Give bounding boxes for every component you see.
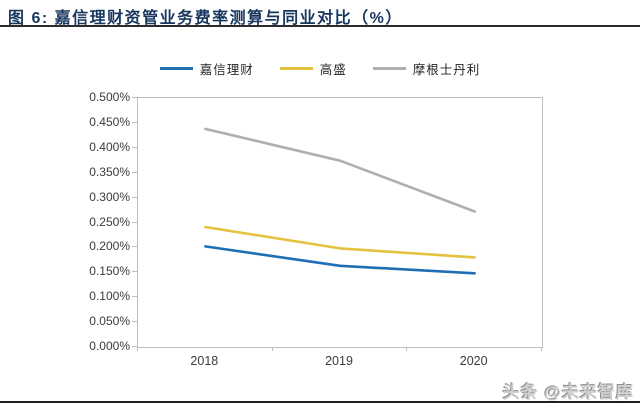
y-tick-mark <box>132 97 137 98</box>
y-tick-mark <box>132 296 137 298</box>
series-line-嘉信理财 <box>204 245 477 275</box>
bottom-divider <box>0 401 640 403</box>
legend-label-goldman: 高盛 <box>319 63 347 77</box>
y-tick-label: 0.450% <box>89 114 130 129</box>
series-line-摩根士丹利 <box>204 127 477 213</box>
watermark-text: 头条 @未来智库 <box>502 383 634 402</box>
x-tick-label: 2018 <box>190 354 219 368</box>
y-tick-mark <box>132 321 137 323</box>
y-tick-mark <box>132 196 137 198</box>
y-tick-label: 0.300% <box>89 189 130 204</box>
y-tick-label: 0.350% <box>89 164 130 179</box>
y-tick-mark <box>132 246 137 248</box>
y-tick-label: 0.100% <box>89 289 130 304</box>
legend-line-swatch-morgan-stanley <box>372 67 406 70</box>
y-tick-label: 0.050% <box>89 314 130 329</box>
y-tick-mark <box>132 271 137 273</box>
x-tick-mark <box>541 347 542 351</box>
legend-item-morgan-stanley: 摩根士丹利 <box>372 59 481 78</box>
y-tick-label: 0.400% <box>89 139 130 154</box>
y-tick-label: 0.200% <box>89 239 130 254</box>
y-tick-mark <box>132 146 137 148</box>
legend-item-schwab: 嘉信理财 <box>159 59 254 78</box>
x-tick-mark <box>271 347 273 351</box>
y-tick-mark <box>132 346 137 347</box>
x-tick-label: 2019 <box>325 354 353 368</box>
x-tick-mark <box>406 347 408 351</box>
legend-label-morgan-stanley: 摩根士丹利 <box>412 63 481 77</box>
y-tick-label: 0.000% <box>89 339 130 353</box>
legend-item-goldman: 高盛 <box>279 59 347 78</box>
x-tick-label: 2020 <box>459 354 488 368</box>
line-chart <box>204 127 477 275</box>
y-tick-label: 0.250% <box>89 214 130 229</box>
y-tick-label: 0.150% <box>89 264 130 279</box>
chart-legend: 嘉信理财 高盛 摩根士丹利 <box>0 59 640 78</box>
y-tick-mark <box>132 221 137 223</box>
plot-area <box>137 97 543 348</box>
y-tick-mark <box>132 121 137 123</box>
figure-title: 图 6: 嘉信理财资管业务费率测算与同业对比（%） <box>8 10 403 27</box>
y-tick-mark <box>132 171 137 173</box>
legend-label-schwab: 嘉信理财 <box>199 63 254 77</box>
y-tick-label: 0.500% <box>89 90 130 104</box>
legend-line-swatch-goldman <box>279 67 313 70</box>
title-divider <box>0 25 640 27</box>
series-line-高盛 <box>204 225 477 259</box>
legend-line-swatch-schwab <box>159 67 193 70</box>
x-tick-mark <box>137 347 138 351</box>
